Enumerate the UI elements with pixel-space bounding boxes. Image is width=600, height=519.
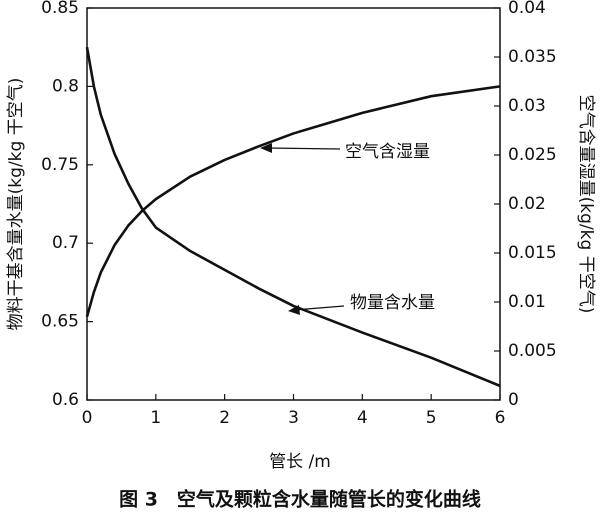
annotation: 物量含水量 <box>350 293 435 313</box>
y2-tick-label: 0.04 <box>508 0 546 18</box>
y-tick-label: 0.6 <box>52 390 79 410</box>
annotation-arrow <box>265 147 341 150</box>
y2-tick-label: 0.035 <box>508 47 557 67</box>
annotation: 空气含湿量 <box>345 142 430 162</box>
x-tick-label: 2 <box>219 408 230 428</box>
x-tick-label: 3 <box>288 408 299 428</box>
y-axis-label: 物料干基含量水量(kg/kg 干空气) <box>6 78 26 331</box>
y-tick-label: 0.85 <box>41 0 79 18</box>
data-line <box>85 85 501 318</box>
annotation-arrowhead <box>260 143 272 153</box>
y2-axis-label: 空气含量湿量(kg/kg 干空气) <box>576 95 596 314</box>
y2-tick-label: 0.015 <box>508 243 557 263</box>
y2-tick-label: 0.03 <box>508 96 546 116</box>
x-tick-label: 0 <box>82 408 93 428</box>
y2-tick-label: 0.005 <box>508 341 557 361</box>
y2-tick-label: 0.01 <box>508 292 546 312</box>
y-tick-label: 0.8 <box>52 76 79 96</box>
x-tick-label: 5 <box>426 408 437 428</box>
y2-tick-label: 0 <box>508 390 519 410</box>
caption: 图 3 空气及颗粒含水量随管长的变化曲线 <box>119 488 481 511</box>
x-axis-label: 管长 /m <box>269 452 331 472</box>
y2-tick-label: 0.025 <box>508 145 557 165</box>
data-line <box>85 46 501 388</box>
y-tick-label: 0.75 <box>41 155 79 175</box>
y-tick-label: 0.65 <box>41 312 79 332</box>
x-tick-label: 6 <box>495 408 506 428</box>
y2-tick-label: 0.02 <box>508 194 546 214</box>
x-tick-label: 1 <box>150 408 161 428</box>
x-tick-label: 4 <box>357 408 368 428</box>
y-tick-label: 0.7 <box>52 233 79 253</box>
